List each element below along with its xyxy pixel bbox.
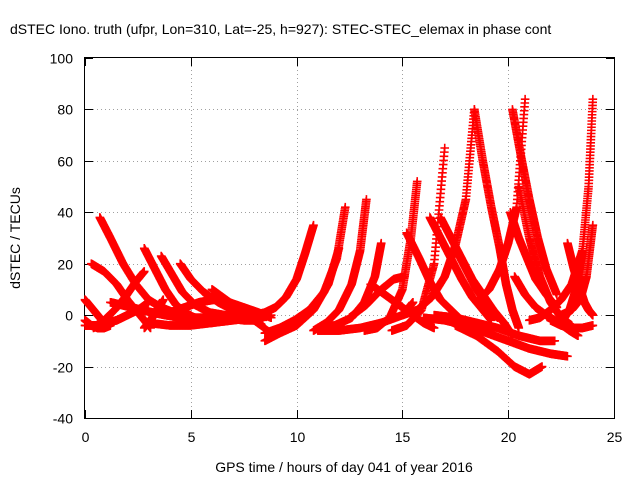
y-axis: -40 -20 0 20 40 60 80 100 [50,51,614,427]
data-point [520,94,530,104]
data-point [158,295,168,305]
y-tick-label: 100 [50,51,74,67]
data-point [440,143,450,153]
data-point [139,267,149,276]
x-tick-label: 10 [290,429,306,445]
x-tick-label: 25 [607,429,623,445]
x-tick-label: 15 [395,429,411,445]
chart-title: dSTEC Iono. truth (ufpr, Lon=310, Lat=-2… [10,21,551,37]
series-15 [249,220,318,320]
y-tick-label: 40 [57,205,73,221]
y-tick-label: 80 [57,102,73,118]
y-tick-label: -20 [53,360,73,376]
x-tick-label: 20 [501,429,517,445]
y-tick-label: 60 [57,154,73,170]
data-points [80,94,598,379]
y-tick-label: 0 [65,308,73,324]
x-tick-label: 5 [188,429,196,445]
x-tick-label: 0 [82,429,90,445]
x-axis: 0 5 10 15 20 25 [82,58,623,445]
y-tick-label: 20 [57,257,73,273]
y-tick-label: -40 [53,411,73,427]
plot-frame [84,57,615,419]
